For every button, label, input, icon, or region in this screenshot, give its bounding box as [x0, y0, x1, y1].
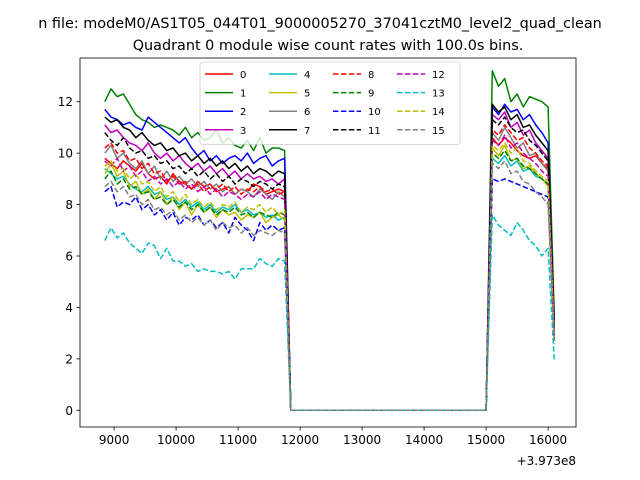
y-tick-label: 0	[65, 404, 73, 418]
legend-label-12: 12	[432, 70, 445, 81]
x-tick-label: 15000	[467, 433, 505, 447]
legend-label-10: 10	[368, 107, 381, 118]
legend-label-2: 2	[240, 107, 246, 118]
x-tick-label: 12000	[281, 433, 319, 447]
y-tick-label: 8	[65, 198, 73, 212]
series-line-14	[104, 142, 556, 412]
series-line-3	[104, 111, 556, 412]
series-line-1	[104, 70, 556, 412]
legend-label-14: 14	[432, 107, 445, 118]
x-offset-text: +3.973e8	[517, 454, 576, 468]
legend-label-1: 1	[240, 89, 246, 100]
legend-label-4: 4	[304, 70, 310, 81]
series-line-10	[104, 178, 556, 412]
series-line-8	[104, 124, 556, 412]
x-tick-label: 9000	[99, 433, 130, 447]
y-tick-label: 10	[58, 147, 73, 161]
series-line-13	[104, 214, 556, 412]
legend-label-7: 7	[304, 126, 310, 137]
x-tick-label: 16000	[529, 433, 567, 447]
x-tick-label: 14000	[405, 433, 443, 447]
series-line-2	[104, 103, 556, 412]
x-tick-label: 13000	[343, 433, 381, 447]
series-line-9	[104, 149, 556, 412]
legend-label-5: 5	[304, 89, 310, 100]
y-tick-label: 12	[58, 95, 73, 109]
y-tick-label: 6	[65, 250, 73, 264]
x-tick-label: 10000	[157, 433, 195, 447]
series-line-4	[104, 154, 556, 412]
legend-label-0: 0	[240, 70, 246, 81]
series-line-11	[104, 116, 556, 412]
legend-label-9: 9	[368, 89, 374, 100]
series-line-15	[104, 160, 556, 412]
series-line-7	[104, 103, 556, 412]
y-tick-label: 2	[65, 352, 73, 366]
x-tick-label: 11000	[219, 433, 257, 447]
legend-label-15: 15	[432, 126, 445, 137]
legend-label-6: 6	[304, 107, 310, 118]
legend-label-13: 13	[432, 89, 445, 100]
legend-label-8: 8	[368, 70, 374, 81]
figure-suptitle: n file: modeM0/AS1T05_044T01_9000005270_…	[38, 16, 602, 32]
plot-area	[104, 70, 556, 412]
axes-frame	[79, 57, 577, 428]
legend-box	[199, 61, 461, 145]
chart-title: Quadrant 0 module wise count rates with …	[133, 38, 524, 54]
y-tick-label: 4	[65, 301, 73, 315]
legend-label-11: 11	[368, 126, 381, 137]
legend-label-3: 3	[240, 126, 246, 137]
axes: 9000 10000 11000 12000 13000 14000 15000 16000 0…	[58, 57, 577, 447]
